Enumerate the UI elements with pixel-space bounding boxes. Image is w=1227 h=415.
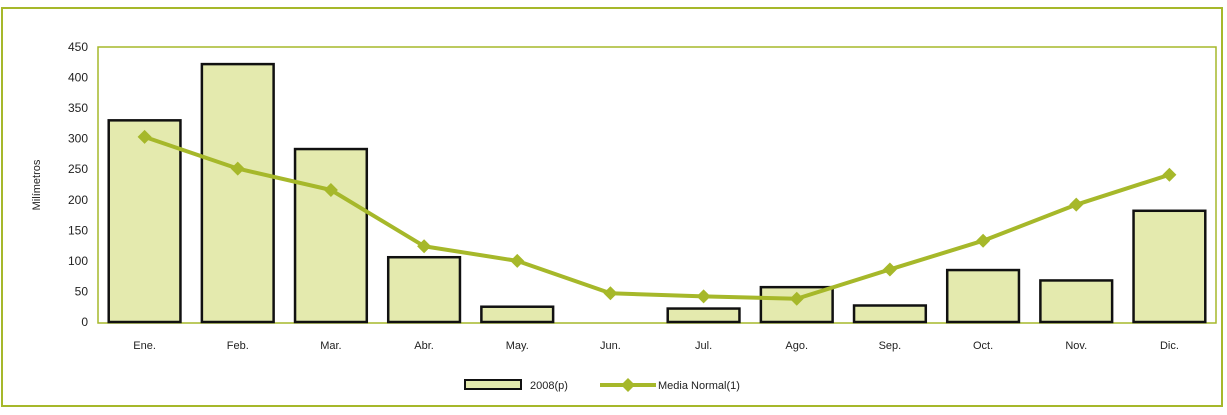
bar <box>293 147 369 324</box>
y-tick-label: 250 <box>68 162 88 176</box>
y-tick-label: 400 <box>68 71 88 85</box>
x-tick-label: Oct. <box>973 340 993 352</box>
plot-area <box>97 46 1217 324</box>
line-point <box>230 161 245 176</box>
y-tick-label: 450 <box>68 40 88 54</box>
bar-series <box>107 62 1207 324</box>
line-point <box>696 289 711 304</box>
line-point <box>323 183 338 197</box>
x-tick-label: Dic. <box>1160 340 1179 352</box>
y-tick-label: 0 <box>81 315 88 329</box>
x-axis-ticks: Ene. Feb. Mar. Abr. May. Jun. Jul. Ago. Sep. Oct.… <box>133 340 1179 352</box>
y-tick-label: 150 <box>68 223 88 237</box>
x-tick-label: Feb. <box>227 340 249 352</box>
line-point <box>976 233 991 248</box>
line-point <box>882 262 897 277</box>
bar <box>666 307 741 324</box>
x-tick-label: Ene. <box>133 340 156 352</box>
bar <box>200 62 275 324</box>
x-tick-label: Nov. <box>1065 340 1087 352</box>
bar <box>945 268 1021 324</box>
x-tick-label: May. <box>506 340 529 352</box>
legend-bar-label: 2008(p) <box>530 380 568 392</box>
bar <box>1039 279 1114 324</box>
y-tick-label: 50 <box>75 284 89 298</box>
line-point <box>1069 197 1084 212</box>
line-point <box>603 286 618 301</box>
x-tick-label: Jun. <box>600 340 621 352</box>
legend-line-label: Media Normal(1) <box>658 380 740 392</box>
bar <box>386 255 462 324</box>
line-point <box>137 129 152 144</box>
x-tick-label: Abr. <box>414 340 434 352</box>
y-tick-label: 100 <box>68 254 88 268</box>
bar <box>852 304 928 324</box>
line-point <box>417 239 432 254</box>
y-tick-label: 350 <box>68 101 88 115</box>
series-line <box>143 134 1171 301</box>
bar <box>480 305 555 324</box>
bar <box>1132 209 1207 324</box>
x-tick-label: Jul. <box>695 340 712 352</box>
bar <box>107 119 182 324</box>
x-tick-label: Sep. <box>879 340 902 352</box>
line-series <box>137 129 1177 306</box>
y-tick-label: 200 <box>68 193 88 207</box>
x-tick-label: Ago. <box>785 340 808 352</box>
line-point <box>1162 167 1177 182</box>
y-axis-label: Milímetros <box>31 159 43 210</box>
y-tick-label: 300 <box>68 132 88 146</box>
legend-line-marker <box>621 378 635 392</box>
legend: 2008(p) Media Normal(1) <box>464 378 740 392</box>
y-axis-ticks: 0 50 100 150 200 250 300 350 400 450 <box>68 40 88 329</box>
legend-bar-swatch <box>464 379 522 390</box>
line-point <box>510 253 525 268</box>
line-point <box>789 291 804 306</box>
x-tick-label: Mar. <box>320 340 341 352</box>
